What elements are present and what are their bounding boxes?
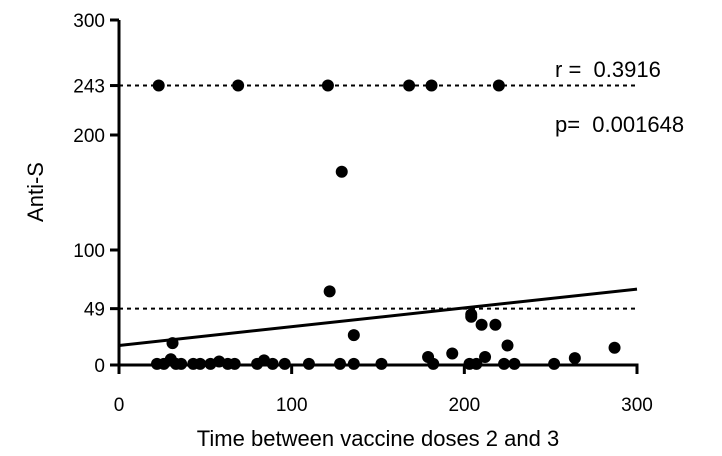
data-point — [266, 357, 279, 370]
y-tick-label: 200 — [73, 126, 105, 147]
data-point — [321, 79, 334, 92]
data-point — [251, 357, 264, 370]
data-point — [228, 357, 241, 370]
data-point — [335, 165, 348, 178]
data-point — [347, 357, 360, 370]
data-point — [548, 357, 561, 370]
data-point — [470, 357, 483, 370]
data-point — [403, 79, 416, 92]
annotation-p-value: p= 0.001648 — [555, 112, 684, 137]
data-point — [492, 79, 505, 92]
data-point — [465, 310, 478, 323]
data-point — [157, 357, 170, 370]
x-tick-label: 100 — [276, 395, 308, 416]
data-points — [150, 79, 621, 370]
y-tick-label: 300 — [73, 11, 105, 32]
data-point — [508, 357, 521, 370]
y-tick-label: 243 — [73, 77, 105, 98]
y-axis-title: Anti-S — [23, 162, 48, 222]
data-point — [608, 341, 621, 354]
regression-line — [118, 287, 638, 347]
x-tick-label: 200 — [448, 395, 480, 416]
data-point — [498, 357, 511, 370]
y-tick-label: 100 — [73, 241, 105, 262]
x-tick-label: 0 — [114, 395, 125, 416]
data-point — [427, 357, 440, 370]
data-point — [278, 357, 291, 370]
data-point — [425, 79, 438, 92]
data-point — [175, 357, 188, 370]
x-axis-title: Time between vaccine doses 2 and 3 — [197, 426, 559, 451]
data-point — [152, 79, 165, 92]
data-point — [347, 329, 360, 342]
annotation-r-value: r = 0.3916 — [555, 57, 661, 82]
data-point — [501, 339, 514, 352]
data-point — [568, 352, 581, 365]
data-point — [334, 357, 347, 370]
y-tick-label: 49 — [84, 300, 105, 321]
data-point — [232, 79, 245, 92]
data-point — [479, 350, 492, 363]
y-tick-label: 0 — [94, 356, 105, 377]
regression-line-group — [118, 287, 638, 347]
data-point — [204, 357, 217, 370]
reference-lines — [119, 84, 637, 310]
data-point — [489, 318, 502, 331]
data-point — [194, 357, 207, 370]
data-point — [302, 357, 315, 370]
data-point — [446, 347, 459, 360]
data-point — [375, 357, 388, 370]
data-point — [166, 337, 179, 350]
data-point — [323, 285, 336, 298]
data-point — [475, 318, 488, 331]
x-tick-label: 300 — [621, 395, 653, 416]
